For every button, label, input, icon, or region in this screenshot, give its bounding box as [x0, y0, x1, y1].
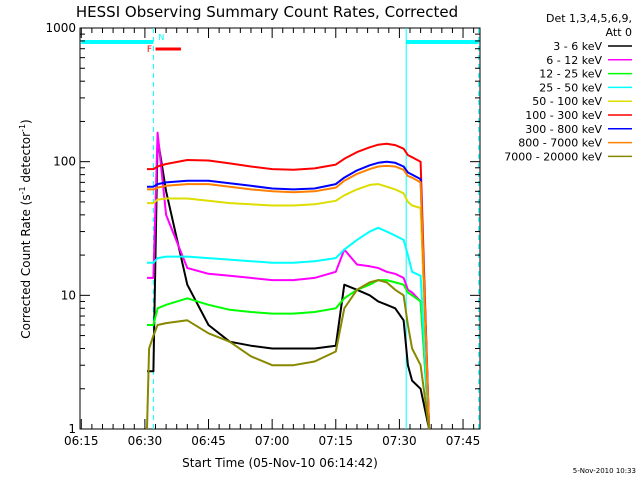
- series-line-3: [147, 279, 431, 430]
- x-tick-label: 06:15: [64, 434, 99, 448]
- y-tick-label: 10: [61, 288, 76, 302]
- y-axis-label-end: ): [19, 119, 33, 124]
- flare-flag-label: F: [147, 45, 152, 55]
- legend-label: 7000 - 20000 keV: [504, 150, 602, 163]
- legend-label: 12 - 25 keV: [539, 68, 602, 81]
- x-tick-label: 06:45: [191, 434, 226, 448]
- series-line-4: [147, 226, 431, 430]
- legend-header-line-2: Att 0: [606, 26, 632, 39]
- legend-label: 800 - 7000 keV: [518, 137, 602, 150]
- series-line-9: [146, 279, 431, 430]
- legend-label: 300 - 800 keV: [525, 123, 602, 136]
- y-tick-label: 1: [68, 422, 76, 436]
- y-axis-label-main: Corrected Count Rate (s: [19, 194, 33, 338]
- x-tick-label: 07:15: [318, 434, 353, 448]
- axes: 1 10 100 1000 06:15 06:30 06:45 07:00 07:15 07:30…: [45, 21, 480, 448]
- y-axis-label: Corrected Count Rate (s-1 detector-1): [18, 119, 33, 338]
- night-flag-label: N: [158, 33, 164, 42]
- chart-title: HESSI Observing Summary Count Rates, Cor…: [76, 3, 458, 21]
- y-tick-label: 1000: [45, 21, 76, 35]
- plot-frame: [79, 27, 481, 430]
- y-tick-label: 100: [53, 155, 76, 169]
- series-line-7: [147, 160, 431, 430]
- legend-label: 25 - 50 keV: [539, 81, 602, 94]
- series-line-5: [147, 183, 431, 430]
- series-line-6: [147, 142, 431, 430]
- timestamp: 5-Nov-2010 10:33: [573, 467, 636, 475]
- x-tick-label: 07:30: [382, 434, 417, 448]
- x-tick-label: 07:00: [255, 434, 290, 448]
- series-lines: [146, 131, 431, 430]
- series-line-2: [147, 131, 431, 430]
- x-tick-label: 07:45: [446, 434, 481, 448]
- legend-label: 3 - 6 keV: [553, 40, 602, 53]
- y-axis-label-sup2: -1: [18, 124, 27, 132]
- y-axis-label-mid: detector: [19, 132, 33, 187]
- legend-label: 50 - 100 keV: [532, 95, 602, 108]
- y-axis-label-sup: -1: [18, 186, 27, 194]
- legend-label: 6 - 12 keV: [546, 54, 602, 67]
- series-line-8: [147, 164, 431, 430]
- night-flare-flags: NF: [81, 28, 480, 429]
- x-axis-label: Start Time (05-Nov-10 06:14:42): [182, 456, 378, 470]
- legend-header-line-1: Det 1,3,4,5,6,9,: [546, 12, 632, 25]
- x-tick-label: 06:30: [128, 434, 163, 448]
- legend-label: 100 - 300 keV: [525, 109, 602, 122]
